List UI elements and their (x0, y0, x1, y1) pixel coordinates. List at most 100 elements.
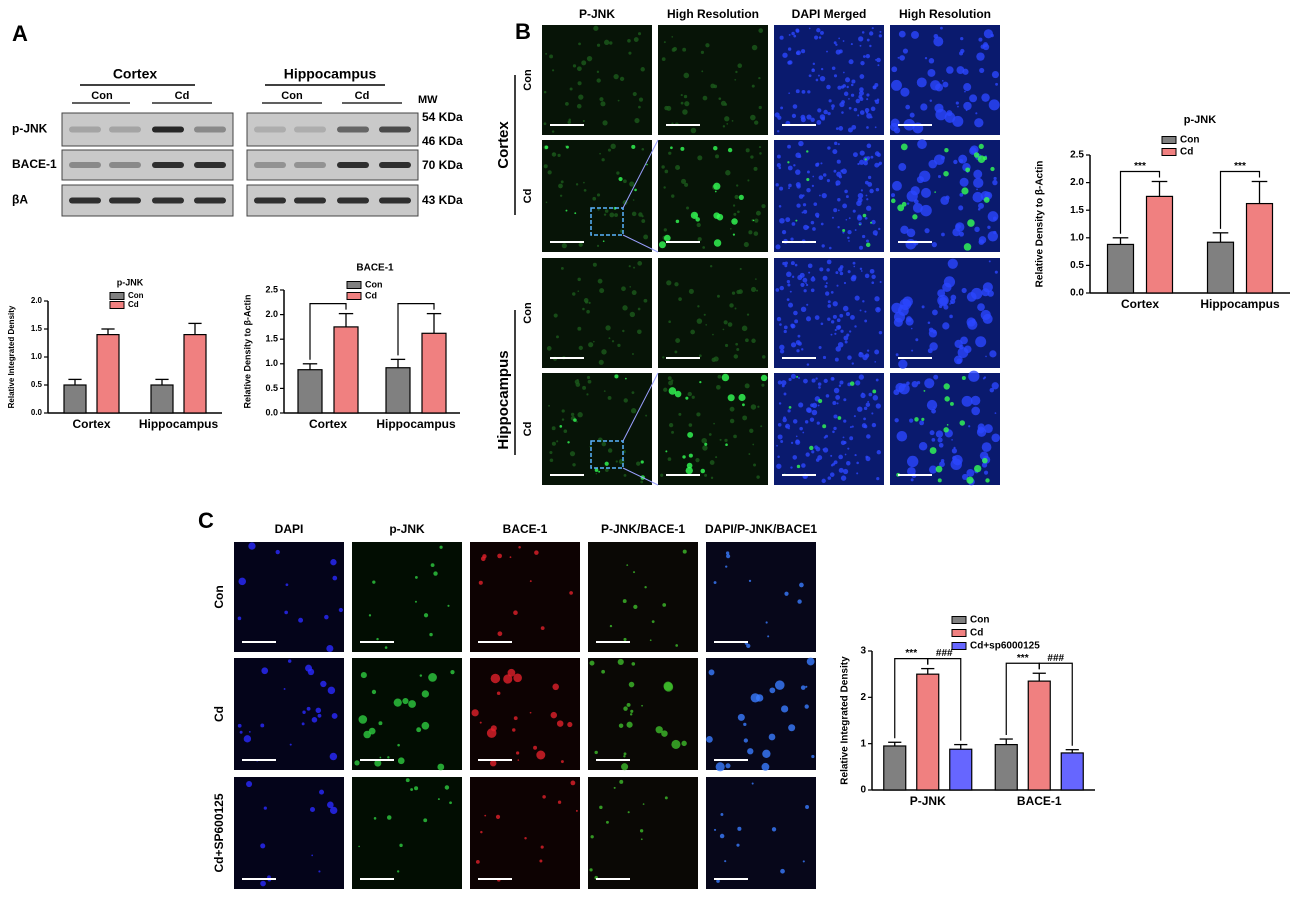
cell-dot (599, 288, 605, 294)
micrograph (706, 542, 816, 652)
cell-dot (700, 50, 705, 55)
cell-dot (944, 112, 956, 123)
cell-dot (576, 103, 582, 109)
cell-dot (834, 328, 837, 332)
cell-dot (752, 219, 755, 222)
cell-dot (862, 300, 865, 303)
cell-dot (649, 639, 652, 642)
cell-dot (688, 288, 694, 294)
cell-dot (846, 85, 849, 89)
cell-dot (870, 155, 874, 159)
cell-dot (619, 76, 625, 82)
cell-dot (929, 430, 935, 436)
cell-dot (725, 763, 731, 769)
cell-dot (796, 349, 800, 353)
cell-dot (924, 378, 935, 389)
cell-dot (954, 222, 965, 232)
cell-dot (433, 571, 438, 576)
y-tick-label: 1.5 (1070, 205, 1084, 216)
cell-dot (748, 230, 753, 235)
cell-dot (549, 54, 554, 59)
cell-dot (661, 57, 666, 61)
column-header: DAPI Merged (792, 7, 867, 21)
error-bar (101, 328, 115, 335)
cell-dot (437, 798, 440, 801)
cell-dot (739, 267, 742, 271)
cell-dot (680, 101, 684, 105)
cell-dot (609, 212, 615, 218)
panel-label: C (198, 508, 214, 533)
cell-dot (556, 335, 559, 339)
cell-dot (513, 610, 518, 616)
cell-dot (992, 179, 998, 186)
cell-dot (809, 417, 815, 422)
cell-dot (965, 167, 971, 173)
cell-dot (866, 93, 870, 97)
cell-dot (851, 124, 857, 130)
cell-dot (921, 417, 925, 421)
cell-dot (402, 697, 409, 705)
cell-dot (902, 48, 909, 54)
cell-dot (931, 242, 937, 248)
cell-dot (859, 223, 861, 226)
cell-dot (720, 100, 727, 106)
cell-dot (797, 275, 803, 281)
blot-band (69, 162, 101, 168)
row-label: Cd+SP600125 (212, 793, 226, 872)
cell-dot (758, 28, 764, 33)
cell-dot (822, 447, 829, 453)
cell-dot (854, 295, 860, 301)
cell-dot (675, 644, 679, 647)
cell-dot (791, 31, 795, 36)
group-label: Cortex (495, 121, 512, 169)
cell-dot (627, 811, 630, 814)
cell-dot (820, 222, 824, 226)
cell-dot (866, 205, 872, 211)
cell-dot (934, 191, 936, 193)
cell-dot (588, 342, 594, 348)
cell-dot (833, 414, 838, 419)
cell-dot (806, 170, 810, 174)
blot-band (294, 126, 326, 133)
cell-dot (810, 288, 815, 293)
legend-label: Cd (970, 628, 983, 639)
cell-dot (787, 409, 791, 413)
cell-dot (973, 177, 984, 189)
cell-dot (788, 187, 790, 190)
cell-dot (586, 375, 591, 380)
y-tick-label: 1.0 (265, 358, 278, 368)
cell-dot (974, 464, 982, 473)
cell-dot (871, 281, 875, 285)
cell-dot (850, 275, 857, 282)
cell-dot (750, 286, 757, 293)
cell-dot (843, 398, 847, 402)
cell-dot (878, 161, 883, 165)
cell-dot (327, 801, 334, 809)
cell-dot (623, 755, 626, 758)
cell-dot (719, 833, 725, 839)
cell-dot (840, 85, 845, 89)
cell-dot (565, 101, 569, 106)
cell-dot (982, 377, 985, 380)
cell-dot (806, 177, 810, 182)
legend-swatch (1161, 136, 1177, 144)
cell-dot (608, 337, 611, 340)
cell-dot (864, 216, 868, 220)
cell-dot (688, 453, 693, 458)
cell-dot (890, 198, 896, 204)
cell-dot (787, 144, 791, 149)
cell-dot (963, 345, 972, 354)
cell-dot (663, 41, 666, 44)
cell-dot (958, 344, 964, 350)
cell-dot (616, 171, 620, 175)
blot-band (254, 162, 286, 168)
cell-dot (899, 298, 912, 311)
cell-dot (837, 198, 841, 202)
cell-dot (570, 412, 575, 417)
cell-dot (237, 723, 242, 728)
cell-dot (878, 227, 881, 231)
cell-dot (810, 117, 815, 123)
cell-dot (578, 242, 583, 247)
cell-dot (671, 47, 676, 52)
mw-header: MW (418, 94, 438, 106)
